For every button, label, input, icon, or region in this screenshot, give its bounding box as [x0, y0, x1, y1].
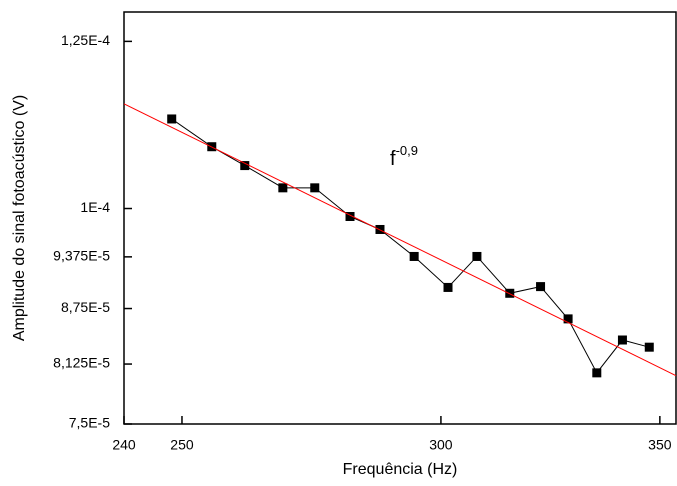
x-tick-label: 350: [648, 437, 672, 453]
data-point: [563, 314, 573, 324]
data-point: [472, 251, 482, 261]
series-line: [123, 103, 677, 377]
x-tick-label: 250: [170, 437, 194, 453]
y-tick-label: 7,5E-5: [69, 415, 110, 431]
data-point: [617, 335, 627, 345]
data-point: [167, 114, 177, 124]
x-tick-label: 240: [112, 437, 136, 453]
y-axis-title: Amplitude do sinal fotoacústico (V): [11, 95, 28, 341]
x-axis-title: Frequência (Hz): [343, 461, 458, 478]
data-point: [644, 342, 654, 352]
data-point: [310, 183, 320, 193]
data-point: [240, 161, 250, 171]
data-point: [345, 212, 355, 222]
data-point: [592, 368, 602, 378]
y-tick-label: 8,125E-5: [53, 355, 110, 371]
data-point: [278, 183, 288, 193]
annotation-superscript: -0,9: [396, 143, 418, 158]
series-line: [171, 118, 650, 374]
y-tick-label: 1E-4: [80, 199, 110, 215]
data-point: [409, 251, 419, 261]
annotation: f-0,9: [390, 143, 418, 170]
annotation-text: f: [390, 148, 396, 170]
y-tick-label: 8,75E-5: [61, 299, 110, 315]
x-tick-label: 300: [429, 437, 453, 453]
y-tick-label: 9,375E-5: [53, 248, 110, 264]
data-point: [536, 282, 546, 292]
y-tick-label: 1,25E-4: [61, 32, 110, 48]
data-point: [443, 282, 453, 292]
plot-frame: [123, 11, 677, 425]
